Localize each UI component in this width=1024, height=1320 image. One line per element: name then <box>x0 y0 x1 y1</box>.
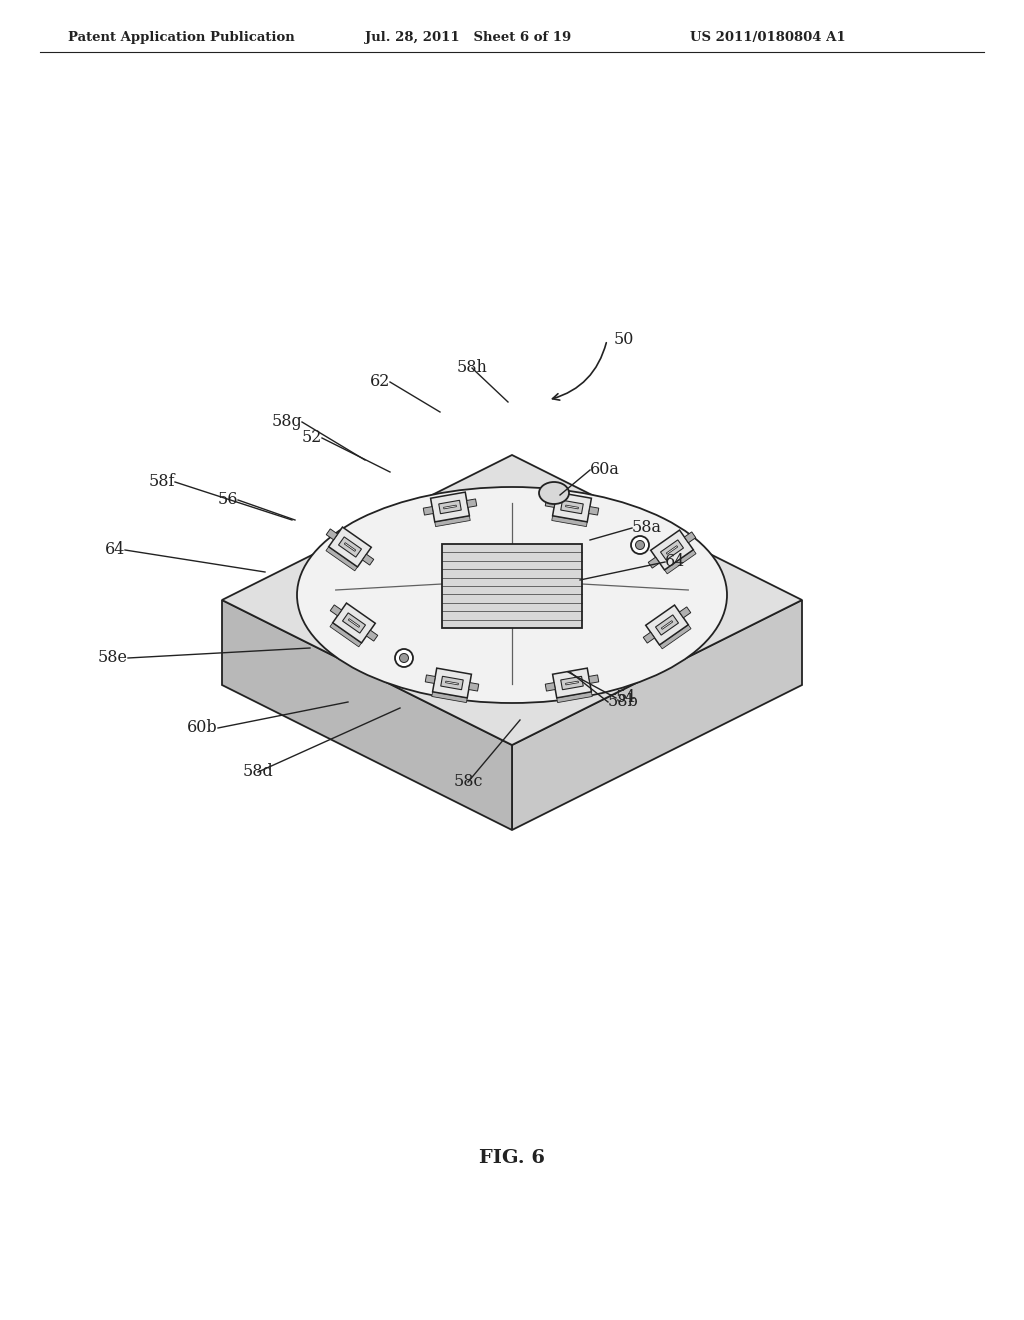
Text: 50: 50 <box>614 331 635 348</box>
Polygon shape <box>662 620 673 630</box>
Polygon shape <box>425 675 435 684</box>
Polygon shape <box>667 545 678 554</box>
Polygon shape <box>679 607 691 618</box>
Polygon shape <box>643 632 654 643</box>
Text: 58e: 58e <box>98 649 128 667</box>
Text: 58g: 58g <box>271 413 302 430</box>
Polygon shape <box>423 507 433 515</box>
Polygon shape <box>329 527 372 566</box>
Polygon shape <box>339 537 361 557</box>
Polygon shape <box>467 499 477 507</box>
Polygon shape <box>650 531 693 570</box>
Polygon shape <box>432 692 467 702</box>
Polygon shape <box>553 668 592 698</box>
Polygon shape <box>512 601 802 830</box>
Circle shape <box>631 536 649 554</box>
Text: 60a: 60a <box>590 462 620 479</box>
Text: FIG. 6: FIG. 6 <box>479 1148 545 1167</box>
Polygon shape <box>442 544 582 628</box>
Polygon shape <box>326 546 357 570</box>
Text: Jul. 28, 2011   Sheet 6 of 19: Jul. 28, 2011 Sheet 6 of 19 <box>365 32 571 45</box>
Circle shape <box>395 649 413 667</box>
Text: 52: 52 <box>302 429 322 446</box>
Polygon shape <box>367 630 378 642</box>
Polygon shape <box>445 681 459 685</box>
Text: 56: 56 <box>217 491 238 508</box>
Circle shape <box>636 540 644 549</box>
Polygon shape <box>565 506 579 510</box>
Polygon shape <box>589 675 599 684</box>
Text: 58h: 58h <box>457 359 487 376</box>
Polygon shape <box>330 623 361 647</box>
Polygon shape <box>432 668 471 698</box>
Polygon shape <box>545 499 555 507</box>
Polygon shape <box>648 557 659 568</box>
Polygon shape <box>561 500 584 513</box>
Polygon shape <box>435 516 470 527</box>
Polygon shape <box>222 601 512 830</box>
Text: Patent Application Publication: Patent Application Publication <box>68 32 295 45</box>
Polygon shape <box>665 549 696 574</box>
Text: 60b: 60b <box>187 719 218 737</box>
Ellipse shape <box>297 487 727 704</box>
Polygon shape <box>344 543 355 552</box>
Polygon shape <box>443 506 457 510</box>
Polygon shape <box>330 605 342 616</box>
Polygon shape <box>684 532 695 543</box>
Polygon shape <box>342 612 366 634</box>
Text: 54: 54 <box>616 689 636 706</box>
Text: US 2011/0180804 A1: US 2011/0180804 A1 <box>690 32 846 45</box>
Text: 58a: 58a <box>632 520 662 536</box>
Polygon shape <box>646 605 688 645</box>
Polygon shape <box>655 615 679 635</box>
Text: 58c: 58c <box>454 774 482 791</box>
Polygon shape <box>469 682 479 692</box>
Text: 62: 62 <box>370 374 390 391</box>
Ellipse shape <box>539 482 569 504</box>
Polygon shape <box>333 603 376 643</box>
Polygon shape <box>438 500 461 513</box>
Text: 58f: 58f <box>148 474 175 491</box>
Circle shape <box>399 653 409 663</box>
Text: 64: 64 <box>665 553 685 570</box>
FancyArrowPatch shape <box>553 343 606 400</box>
Polygon shape <box>660 540 683 560</box>
Polygon shape <box>362 554 374 565</box>
Polygon shape <box>222 455 802 744</box>
Text: 58b: 58b <box>608 693 639 710</box>
Polygon shape <box>659 624 691 649</box>
Text: 64: 64 <box>104 541 125 558</box>
Polygon shape <box>552 516 587 527</box>
Polygon shape <box>565 681 579 685</box>
Polygon shape <box>557 692 592 702</box>
Polygon shape <box>561 676 584 690</box>
Polygon shape <box>430 492 469 521</box>
Polygon shape <box>589 507 599 515</box>
Polygon shape <box>348 619 359 627</box>
Text: 58d: 58d <box>243 763 273 780</box>
Polygon shape <box>553 492 592 521</box>
Polygon shape <box>327 529 338 540</box>
Polygon shape <box>545 682 555 692</box>
Polygon shape <box>440 676 463 690</box>
